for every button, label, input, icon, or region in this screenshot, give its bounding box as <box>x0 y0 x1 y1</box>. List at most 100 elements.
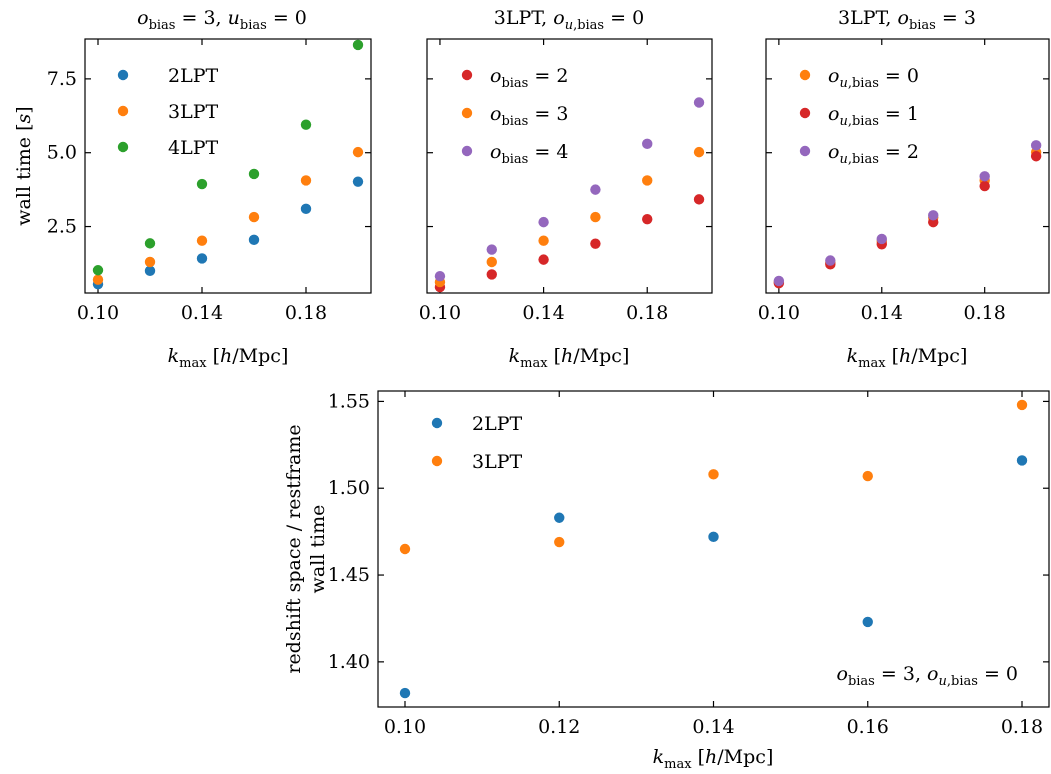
panel-d-ticks: 0.10 0.12 0.14 0.16 0.18 1.40 1.45 1.50 1.55 <box>328 390 1049 738</box>
x-tick-label: 0.18 <box>964 302 1006 324</box>
x-tick-label: 0.10 <box>419 302 461 324</box>
x-tick-label: 0.14 <box>522 302 564 324</box>
panel-c-frame <box>765 38 1050 294</box>
panel-b-frame <box>426 38 713 294</box>
data-point <box>1016 399 1028 411</box>
panel-c-legend: ou,bias = 0 ou,bias = 1 ou,bias = 2 <box>799 65 919 167</box>
x-tick-label: 0.12 <box>538 716 580 738</box>
data-point <box>248 234 260 246</box>
data-point <box>1030 140 1042 151</box>
legend-label: obias = 2 <box>490 65 568 91</box>
legend-marker <box>799 107 811 119</box>
y-tick-label: 5.0 <box>47 142 77 164</box>
data-point <box>538 235 549 246</box>
panel-a-frame <box>84 38 372 294</box>
legend-label: ou,bias = 0 <box>828 65 919 91</box>
panel-wall-time-by-lpt-order: obias = 3, ubias = 0 0.10 0.14 0.18 2.5 5.0 7… <box>13 7 372 371</box>
data-point <box>248 168 260 180</box>
data-point <box>434 270 446 282</box>
panel-a-legend: 2LPT 3LPT 4LPT <box>117 65 218 159</box>
data-point <box>693 194 705 205</box>
x-tick-label: 0.14 <box>861 302 903 324</box>
data-point <box>642 175 653 186</box>
legend-marker <box>117 69 129 81</box>
legend-label: ou,bias = 2 <box>828 141 919 167</box>
y-tick-label: 7.5 <box>47 68 77 90</box>
legend-marker <box>799 69 811 81</box>
data-point <box>554 536 565 548</box>
data-point <box>862 470 873 482</box>
panel-d-ylabel-line1: redshift space / restframe <box>283 424 305 673</box>
legend-marker <box>431 455 443 467</box>
data-point <box>642 213 653 225</box>
data-point <box>708 469 719 480</box>
legend-label: ou,bias = 1 <box>828 103 919 129</box>
data-point <box>693 97 705 108</box>
data-point <box>773 275 785 287</box>
data-point <box>590 211 601 223</box>
data-point <box>590 238 601 249</box>
legend-marker <box>461 107 473 119</box>
panel-b-points <box>434 97 705 293</box>
data-point <box>538 216 549 228</box>
panel-wall-time-by-bias-order: 3LPT, ou,bias = 0 0.10 0.14 0.18 obias = 2… <box>419 7 713 371</box>
y-tick-label: 1.55 <box>328 390 370 412</box>
panel-b-legend: obias = 2 obias = 3 obias = 4 <box>461 65 568 167</box>
x-tick-label: 0.10 <box>384 716 426 738</box>
legend-marker <box>461 145 473 157</box>
legend-marker <box>117 141 129 153</box>
data-point <box>590 184 601 195</box>
panel-c-ticks: 0.10 0.14 0.18 <box>758 39 1049 324</box>
data-point <box>248 211 260 223</box>
legend-label: 3LPT <box>472 451 522 473</box>
data-point <box>196 235 208 246</box>
data-point <box>196 253 208 264</box>
panel-a-ticks: 0.10 0.14 0.18 2.5 5.0 7.5 <box>47 39 371 324</box>
panel-d-frame <box>377 390 1050 708</box>
data-point <box>300 119 312 130</box>
data-point <box>862 616 873 628</box>
panel-d-points <box>399 399 1028 699</box>
legend-label: 2LPT <box>168 65 218 87</box>
data-point <box>352 146 364 158</box>
data-point <box>1016 455 1028 466</box>
panel-d-ylabel-line2: wall time <box>307 505 329 594</box>
panel-a-points <box>92 39 364 290</box>
data-point <box>708 531 719 543</box>
x-tick-label: 0.16 <box>847 716 889 738</box>
panel-b-title: 3LPT, ou,bias = 0 <box>494 7 644 33</box>
legend-label: obias = 4 <box>490 141 568 167</box>
x-tick-label: 0.18 <box>626 302 668 324</box>
data-point <box>538 254 549 265</box>
data-point <box>399 543 411 555</box>
legend-marker <box>431 417 443 429</box>
x-tick-label: 0.10 <box>758 302 800 324</box>
panel-c-xlabel: kmax [h/Mpc] <box>847 345 968 371</box>
data-point <box>196 178 208 190</box>
panel-a-xlabel: kmax [h/Mpc] <box>168 345 289 371</box>
panel-c-points <box>773 140 1042 289</box>
panel-wall-time-by-velocity-bias-order: 3LPT, obias = 3 0.10 0.14 0.18 ou,bias = 0… <box>758 7 1050 371</box>
data-point <box>300 175 312 186</box>
x-tick-label: 0.18 <box>1001 716 1043 738</box>
data-point <box>1030 151 1042 162</box>
data-point <box>979 180 990 192</box>
data-point <box>144 256 156 268</box>
legend-label: 4LPT <box>168 137 218 159</box>
data-point <box>979 171 990 182</box>
data-point <box>825 255 836 266</box>
data-point <box>300 203 312 215</box>
panel-b-xlabel: kmax [h/Mpc] <box>509 345 630 371</box>
data-point <box>876 233 887 245</box>
data-point <box>144 265 156 277</box>
panel-c-title: 3LPT, obias = 3 <box>838 7 976 33</box>
data-point <box>554 512 565 523</box>
x-tick-label: 0.14 <box>181 302 223 324</box>
legend-label: 3LPT <box>168 101 218 123</box>
data-point <box>352 39 364 51</box>
data-point <box>92 274 104 285</box>
legend-marker <box>799 145 811 157</box>
data-point <box>642 138 653 150</box>
panel-d-annotation: obias = 3, ou,bias = 0 <box>837 663 1019 689</box>
